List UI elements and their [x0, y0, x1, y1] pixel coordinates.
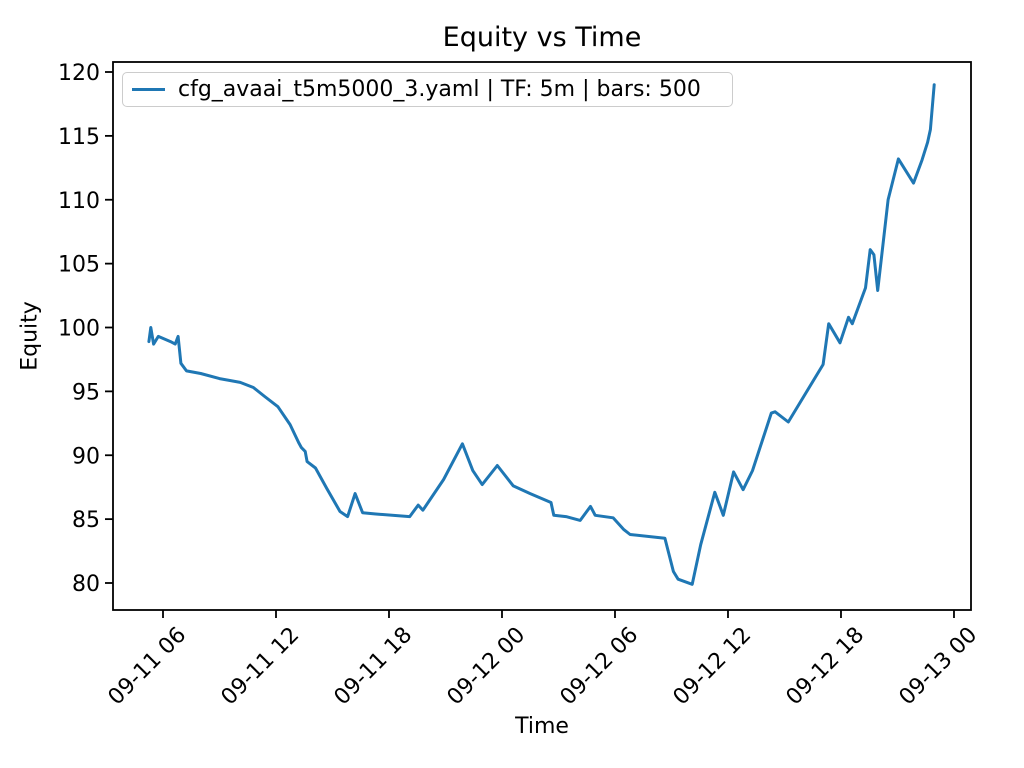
x-tick-label: 09-11 18: [330, 623, 418, 711]
y-tick-label: 95: [72, 380, 100, 405]
x-tick-label: 09-12 12: [669, 623, 757, 711]
x-tick-label: 09-12 18: [782, 623, 870, 711]
legend-label: cfg_avaai_t5m5000_3.yaml | TF: 5m | bars…: [178, 77, 701, 102]
legend-line-sample-icon: [132, 88, 165, 91]
y-tick-label: 120: [58, 61, 100, 86]
x-tick-label: 09-12 06: [556, 623, 644, 711]
x-tick-label: 09-11 12: [217, 623, 305, 711]
y-tick-label: 85: [72, 508, 100, 533]
y-tick-label: 100: [58, 317, 100, 342]
y-tick-label: 80: [72, 572, 100, 597]
legend-box: cfg_avaai_t5m5000_3.yaml | TF: 5m | bars…: [122, 72, 733, 107]
y-tick-label: 105: [58, 253, 100, 278]
equity-line: [147, 83, 936, 586]
plot-border: [112, 61, 972, 611]
x-tick-label: 09-12 00: [443, 623, 531, 711]
y-tick-label: 110: [58, 189, 100, 214]
x-tick-label: 09-11 06: [104, 623, 192, 711]
y-tick-label: 115: [58, 125, 100, 150]
x-tick-label: 09-13 00: [895, 623, 983, 711]
chart-title: Equity vs Time: [442, 22, 642, 53]
x-axis-label: Time: [515, 714, 569, 739]
y-tick-label: 90: [72, 444, 100, 469]
